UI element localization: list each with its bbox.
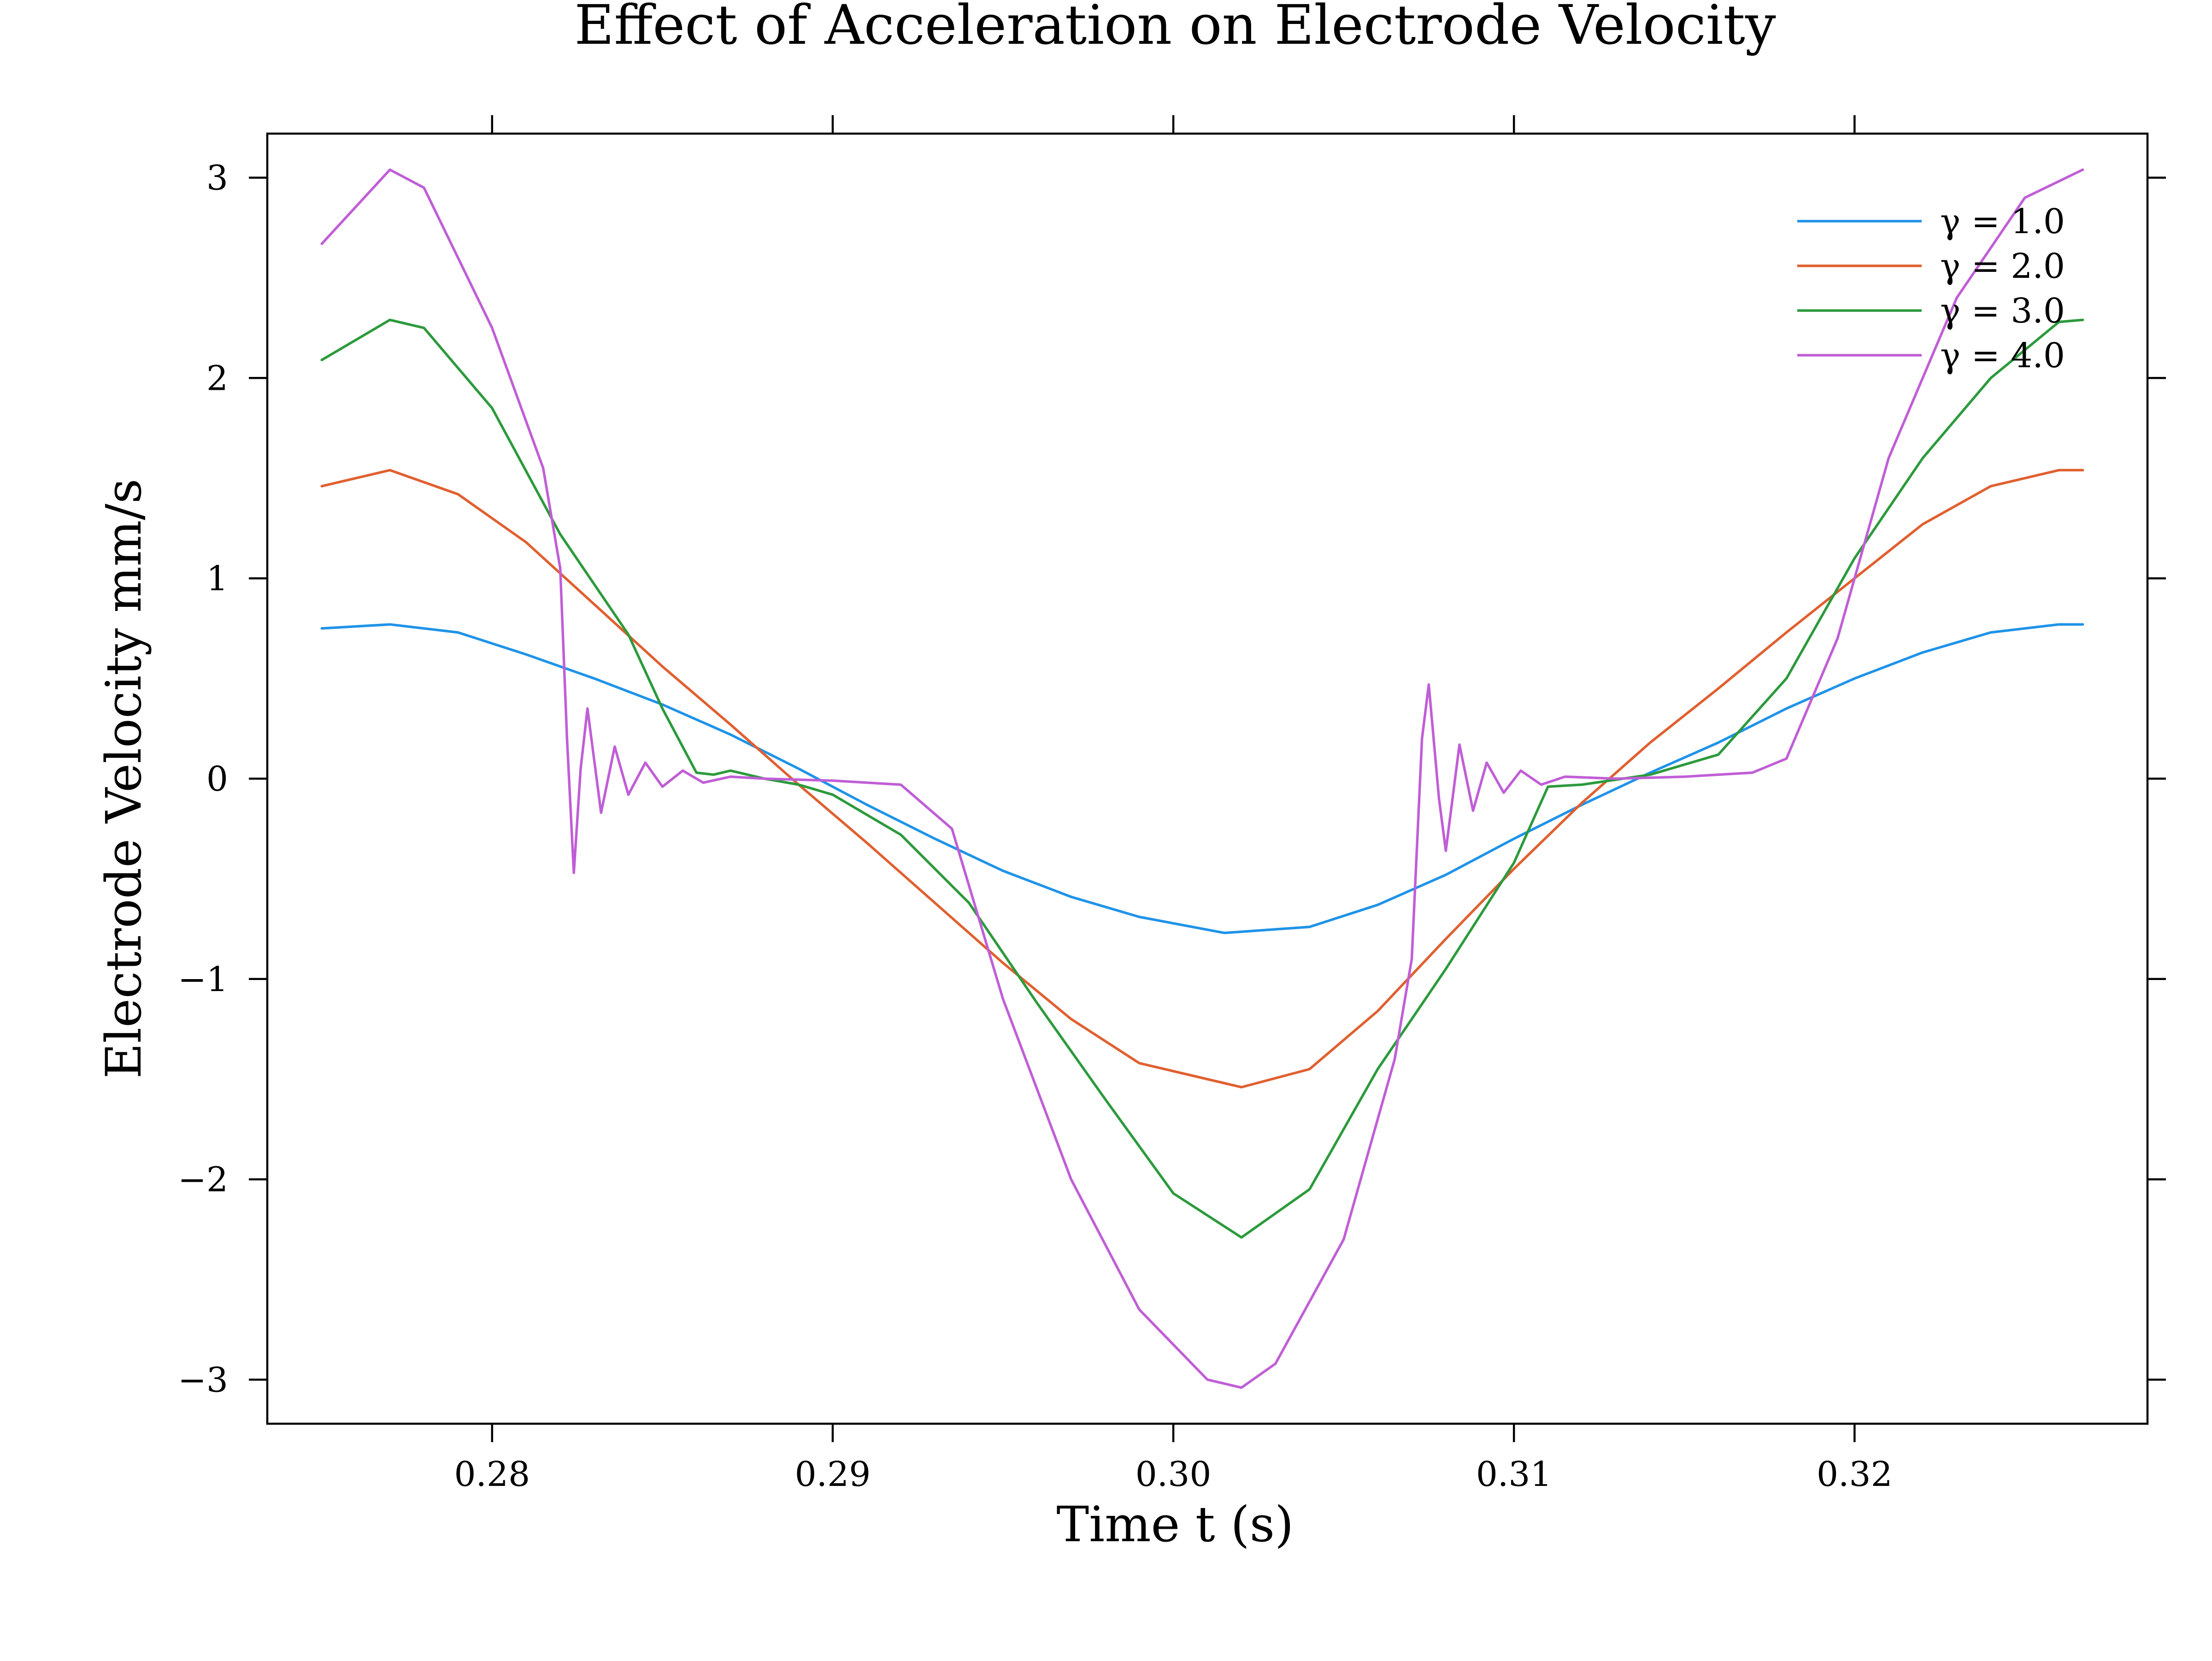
x-axis: 0.28 0.29 0.30 0.31 0.32	[454, 115, 1893, 1494]
legend: γ = 1.0 γ = 2.0 γ = 3.0 γ = 4.0	[1797, 202, 2065, 376]
legend-label: γ = 4.0	[1940, 336, 2065, 376]
x-tick-label: 0.28	[454, 1455, 530, 1494]
y-axis: 3 2 1 0 −1 −2 −3	[178, 158, 2166, 1400]
y-tick-label: 2	[206, 358, 228, 398]
y-tick-label: 0	[206, 759, 228, 799]
x-axis-label: Time t (s)	[1057, 1496, 1294, 1553]
series-line-3	[320, 318, 2084, 1239]
x-tick-label: 0.29	[795, 1455, 871, 1494]
y-axis-label: Electrode Velocity mm/s	[95, 479, 152, 1079]
legend-label: γ = 3.0	[1940, 291, 2065, 331]
chart-title: Effect of Acceleration on Electrode Velo…	[574, 0, 1776, 57]
series-layer	[320, 168, 2084, 1389]
y-tick-label: 3	[206, 158, 228, 198]
y-tick-label: −3	[178, 1360, 228, 1400]
series-line-1	[320, 623, 2084, 934]
y-tick-label: 1	[206, 559, 228, 599]
series-line-4	[320, 168, 2084, 1389]
x-tick-label: 0.30	[1135, 1455, 1212, 1494]
y-tick-label: −2	[178, 1160, 228, 1200]
x-tick-label: 0.31	[1476, 1455, 1552, 1494]
x-tick-label: 0.32	[1817, 1455, 1893, 1494]
y-tick-label: −1	[178, 960, 228, 999]
legend-label: γ = 1.0	[1940, 202, 2065, 241]
legend-label: γ = 2.0	[1940, 247, 2065, 286]
